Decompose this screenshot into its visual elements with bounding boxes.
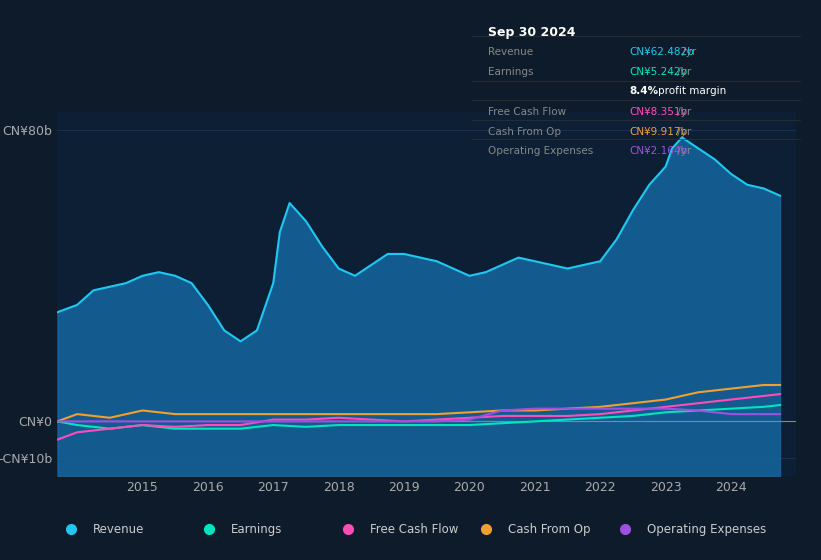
Text: Free Cash Flow: Free Cash Flow bbox=[488, 106, 566, 116]
Text: Free Cash Flow: Free Cash Flow bbox=[370, 522, 458, 536]
Text: Operating Expenses: Operating Expenses bbox=[488, 146, 594, 156]
Text: /yr: /yr bbox=[674, 106, 691, 116]
Text: CN¥5.242b: CN¥5.242b bbox=[630, 67, 688, 77]
Text: /yr: /yr bbox=[674, 67, 691, 77]
Text: Earnings: Earnings bbox=[488, 67, 534, 77]
Text: Earnings: Earnings bbox=[232, 522, 282, 536]
Text: Cash From Op: Cash From Op bbox=[488, 127, 562, 137]
Text: Revenue: Revenue bbox=[93, 522, 144, 536]
Text: CN¥62.482b: CN¥62.482b bbox=[630, 47, 695, 57]
Text: /yr: /yr bbox=[679, 47, 696, 57]
Text: Revenue: Revenue bbox=[488, 47, 534, 57]
Text: Cash From Op: Cash From Op bbox=[508, 522, 591, 536]
Text: profit margin: profit margin bbox=[658, 86, 726, 96]
Text: Operating Expenses: Operating Expenses bbox=[647, 522, 766, 536]
Text: CN¥9.917b: CN¥9.917b bbox=[630, 127, 688, 137]
Text: /yr: /yr bbox=[674, 146, 691, 156]
Text: Sep 30 2024: Sep 30 2024 bbox=[488, 26, 576, 39]
Text: /yr: /yr bbox=[674, 127, 691, 137]
Text: CN¥8.351b: CN¥8.351b bbox=[630, 106, 688, 116]
Text: CN¥2.164b: CN¥2.164b bbox=[630, 146, 688, 156]
Text: 8.4%: 8.4% bbox=[630, 86, 658, 96]
